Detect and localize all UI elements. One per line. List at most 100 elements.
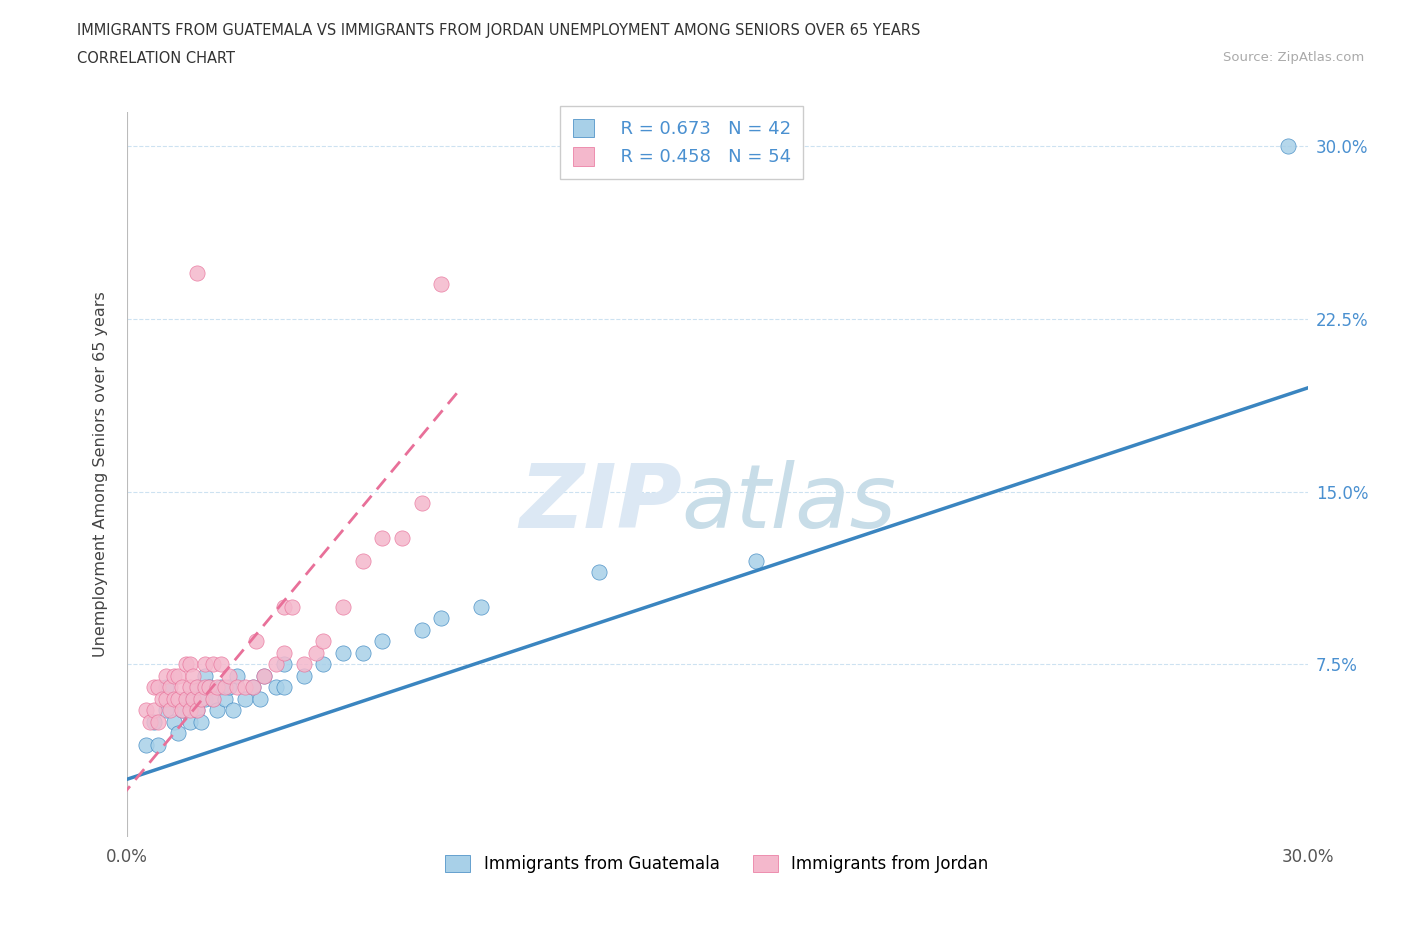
Point: [155, 703, 177, 718]
Point: [183, 669, 205, 684]
Point: [312, 634, 335, 649]
Point: [588, 565, 610, 579]
Point: [218, 669, 240, 684]
Point: [194, 680, 217, 695]
Point: [155, 691, 177, 706]
Point: [352, 553, 374, 568]
Point: [281, 599, 304, 614]
Point: [186, 265, 208, 280]
Point: [159, 703, 181, 718]
Point: [304, 645, 326, 660]
Point: [202, 691, 225, 706]
Point: [214, 680, 236, 695]
Point: [214, 691, 236, 706]
Point: [202, 657, 225, 671]
Point: [253, 669, 276, 684]
Point: [242, 680, 264, 695]
Text: Source: ZipAtlas.com: Source: ZipAtlas.com: [1223, 51, 1364, 64]
Point: [205, 703, 228, 718]
Point: [186, 680, 208, 695]
Point: [198, 680, 221, 695]
Point: [273, 657, 295, 671]
Point: [202, 691, 225, 706]
Point: [371, 530, 394, 545]
Point: [233, 691, 256, 706]
Point: [183, 691, 205, 706]
Point: [174, 691, 197, 706]
Point: [163, 691, 186, 706]
Point: [242, 680, 264, 695]
Point: [292, 657, 315, 671]
Point: [179, 703, 201, 718]
Point: [166, 669, 188, 684]
Point: [245, 634, 267, 649]
Point: [146, 714, 169, 729]
Point: [205, 680, 228, 695]
Point: [332, 645, 354, 660]
Text: CORRELATION CHART: CORRELATION CHART: [77, 51, 235, 66]
Point: [194, 669, 217, 684]
Point: [218, 680, 240, 695]
Point: [264, 657, 287, 671]
Point: [273, 680, 295, 695]
Point: [198, 680, 221, 695]
Point: [194, 691, 217, 706]
Point: [411, 622, 433, 637]
Point: [264, 680, 287, 695]
Point: [332, 599, 354, 614]
Point: [143, 703, 166, 718]
Text: IMMIGRANTS FROM GUATEMALA VS IMMIGRANTS FROM JORDAN UNEMPLOYMENT AMONG SENIORS O: IMMIGRANTS FROM GUATEMALA VS IMMIGRANTS …: [77, 23, 921, 38]
Point: [470, 599, 492, 614]
Point: [352, 645, 374, 660]
Point: [190, 691, 212, 706]
Point: [135, 737, 157, 752]
Point: [273, 645, 295, 660]
Point: [225, 680, 247, 695]
Point: [170, 703, 193, 718]
Point: [179, 680, 201, 695]
Point: [253, 669, 276, 684]
Point: [159, 680, 181, 695]
Point: [163, 669, 186, 684]
Point: [430, 611, 453, 626]
Point: [135, 703, 157, 718]
Point: [209, 657, 232, 671]
Point: [166, 691, 188, 706]
Point: [143, 680, 166, 695]
Point: [292, 669, 315, 684]
Point: [174, 657, 197, 671]
Text: atlas: atlas: [682, 460, 897, 546]
Point: [411, 496, 433, 511]
Point: [190, 714, 212, 729]
Point: [430, 277, 453, 292]
Point: [371, 634, 394, 649]
Point: [139, 714, 162, 729]
Point: [745, 553, 768, 568]
Point: [186, 703, 208, 718]
Point: [186, 680, 208, 695]
Text: ZIP: ZIP: [519, 459, 682, 547]
Point: [225, 669, 247, 684]
Point: [163, 714, 186, 729]
Point: [170, 680, 193, 695]
Point: [1277, 139, 1299, 153]
Point: [143, 714, 166, 729]
Point: [174, 691, 197, 706]
Point: [312, 657, 335, 671]
Point: [146, 680, 169, 695]
Point: [233, 680, 256, 695]
Point: [391, 530, 413, 545]
Point: [179, 714, 201, 729]
Point: [183, 691, 205, 706]
Point: [209, 680, 232, 695]
Legend: Immigrants from Guatemala, Immigrants from Jordan: Immigrants from Guatemala, Immigrants fr…: [439, 848, 995, 880]
Point: [170, 703, 193, 718]
Point: [150, 691, 173, 706]
Point: [179, 657, 201, 671]
Point: [146, 737, 169, 752]
Y-axis label: Unemployment Among Seniors over 65 years: Unemployment Among Seniors over 65 years: [93, 291, 108, 658]
Point: [155, 680, 177, 695]
Point: [166, 726, 188, 741]
Point: [155, 669, 177, 684]
Point: [273, 599, 295, 614]
